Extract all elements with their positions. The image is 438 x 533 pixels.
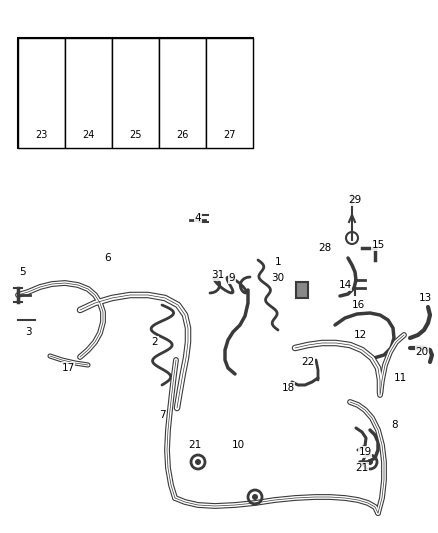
Bar [206,38,253,148]
Bar [296,282,308,298]
Text: 20: 20 [415,347,428,357]
Text: 13: 13 [418,293,431,303]
Text: 14: 14 [339,280,352,290]
Text: 2: 2 [152,337,158,347]
Text: 26: 26 [177,130,189,140]
Text: 1: 1 [275,257,281,267]
Text: 18: 18 [281,383,295,393]
Bar [65,38,112,148]
Text: 11: 11 [393,373,406,383]
Text: 31: 31 [212,270,225,280]
Text: 24: 24 [82,130,95,140]
Text: 22: 22 [301,357,314,367]
Text: 16: 16 [351,300,364,310]
Text: 12: 12 [353,330,367,340]
Circle shape [252,494,258,500]
Text: 6: 6 [105,253,111,263]
Text: 25: 25 [129,130,142,140]
Text: 10: 10 [231,440,244,450]
Text: 3: 3 [25,327,31,337]
Text: 17: 17 [61,363,74,373]
Bar [159,38,206,148]
Text: 21: 21 [188,440,201,450]
Text: 29: 29 [348,195,362,205]
Text: 4: 4 [194,213,201,223]
Text: 19: 19 [358,447,371,457]
Text: 21: 21 [355,463,369,473]
Text: 23: 23 [35,130,48,140]
Text: 8: 8 [392,420,398,430]
Text: 28: 28 [318,243,332,253]
Text: 9: 9 [229,273,235,283]
Text: 5: 5 [19,267,25,277]
Text: 30: 30 [272,273,285,283]
Circle shape [367,459,373,465]
Circle shape [195,459,201,465]
Text: 7: 7 [159,410,165,420]
Bar [112,38,159,148]
Text: 15: 15 [371,240,385,250]
Bar [18,38,65,148]
Text: 27: 27 [223,130,236,140]
Bar [18,38,253,148]
